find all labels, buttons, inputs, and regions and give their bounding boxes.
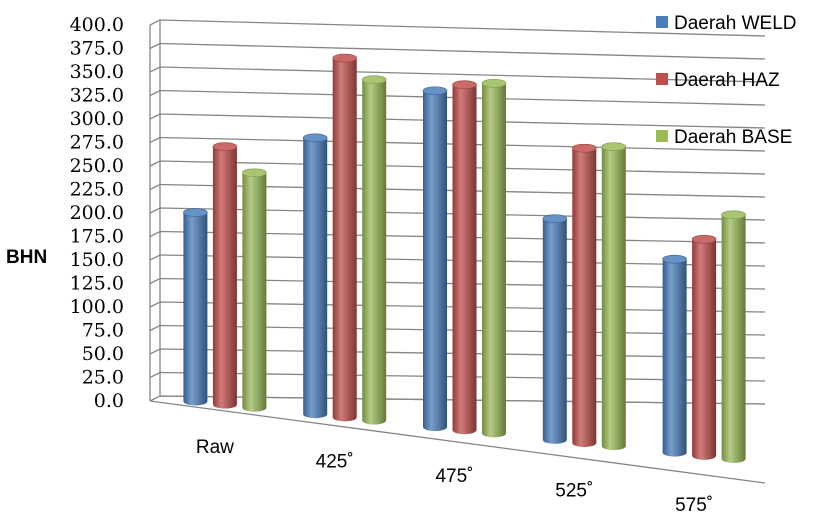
- bar: [183, 208, 208, 406]
- gridline: [149, 66, 766, 83]
- bar: [662, 254, 687, 457]
- bar: [571, 143, 597, 447]
- legend-entry: Daerah BASE: [656, 127, 792, 148]
- legend-label: Daerah HAZ: [674, 70, 780, 91]
- y-tick-label: 400.0: [70, 14, 124, 36]
- bar: [422, 86, 448, 431]
- y-tick-label: 50.0: [82, 343, 124, 365]
- y-tick-label: 125.0: [70, 273, 124, 295]
- legend-swatch: [656, 73, 668, 85]
- bar: [332, 53, 358, 422]
- bar: [601, 142, 627, 451]
- x-tick-label: 525˚: [555, 481, 593, 502]
- x-tick-labels: Raw 425˚ 475˚ 525˚ 575˚: [196, 437, 713, 516]
- y-tick-labels: 0.025.050.075.0100.0125.0150.0175.0200.0…: [70, 14, 124, 412]
- legend-entry: Daerah WELD: [656, 13, 797, 34]
- y-tick-label: 200.0: [70, 202, 124, 224]
- bar: [212, 142, 238, 409]
- gridline: [149, 42, 766, 60]
- gridline: [149, 19, 766, 37]
- y-tick-label: 325.0: [70, 85, 124, 107]
- bar: [542, 214, 568, 444]
- y-tick-label: 350.0: [70, 61, 124, 83]
- y-tick-label: 275.0: [70, 132, 124, 154]
- legend-entry: Daerah HAZ: [656, 70, 780, 91]
- y-tick-label: 75.0: [82, 320, 124, 342]
- y-tick-label: 25.0: [82, 367, 124, 389]
- x-tick-label: 475˚: [435, 466, 473, 487]
- legend-swatch: [656, 16, 668, 28]
- legend-label: Daerah BASE: [674, 127, 792, 148]
- y-axis-label: BHN: [6, 247, 47, 268]
- bar: [361, 75, 387, 425]
- x-tick-label: 575˚: [675, 495, 713, 516]
- bar: [721, 210, 746, 463]
- bar: [242, 168, 267, 412]
- y-tick-label: 375.0: [70, 38, 124, 60]
- x-tick-label: Raw: [196, 437, 234, 458]
- y-tick-label: 175.0: [70, 226, 124, 248]
- legend: Daerah WELD Daerah HAZ Daerah BASE: [656, 13, 797, 148]
- bars: [183, 53, 746, 463]
- bar: [691, 234, 717, 460]
- y-tick-label: 150.0: [70, 249, 124, 271]
- x-axis-line: [149, 400, 766, 484]
- x-tick-label: 425˚: [316, 452, 354, 473]
- y-tick-label: 250.0: [70, 155, 124, 177]
- y-tick-label: 0.0: [94, 390, 124, 412]
- bar: [481, 78, 507, 438]
- bar: [302, 133, 328, 419]
- y-tick-label: 225.0: [70, 179, 124, 201]
- legend-swatch: [656, 130, 668, 142]
- legend-label: Daerah WELD: [674, 13, 797, 34]
- y-tick-label: 300.0: [70, 108, 124, 130]
- y-tick-label: 100.0: [70, 296, 124, 318]
- bar: [452, 80, 477, 435]
